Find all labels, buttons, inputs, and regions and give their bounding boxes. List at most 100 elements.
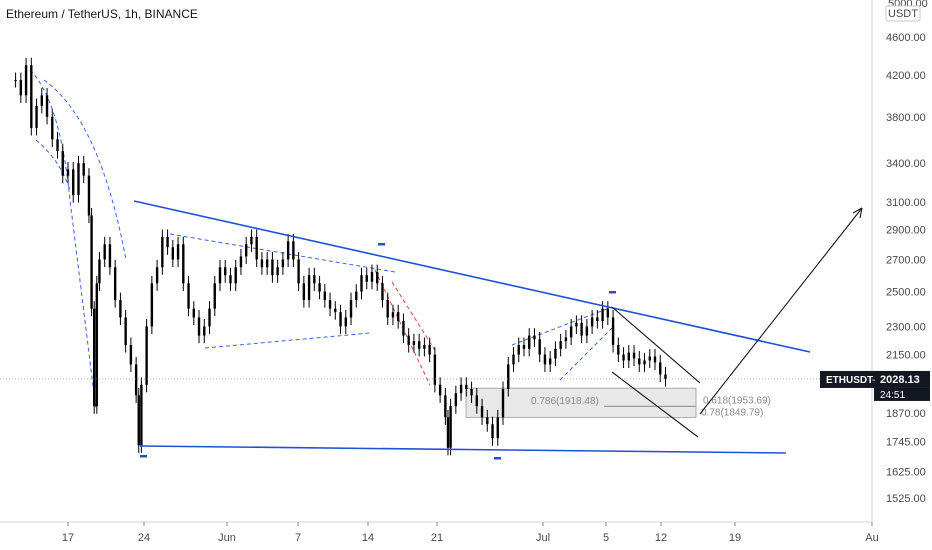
price-tick-label: 5000.00 xyxy=(888,0,928,10)
dashed-curve-left xyxy=(29,69,97,411)
candle-body xyxy=(402,321,405,336)
candle-body xyxy=(328,300,332,309)
candle-body xyxy=(596,317,599,322)
candle-body xyxy=(51,116,54,140)
candle-body xyxy=(40,95,43,106)
currency-badge xyxy=(885,5,921,22)
candle-body xyxy=(87,175,91,216)
candle-body xyxy=(302,283,306,301)
candle-body xyxy=(564,337,568,342)
candle-body xyxy=(323,291,327,301)
fib-label: 0.78(1849.79) xyxy=(701,407,763,418)
candle-body xyxy=(381,283,384,301)
candle-body xyxy=(271,259,274,276)
last-price-badge xyxy=(820,370,930,388)
candle-body xyxy=(260,259,264,268)
candle-body xyxy=(208,308,211,327)
candle-body xyxy=(444,395,447,418)
price-tick-label: 4600.00 xyxy=(886,32,926,44)
candle-body xyxy=(632,352,636,359)
candle-body xyxy=(344,317,347,327)
candle-body xyxy=(391,312,395,318)
price-tick-label: 3400.00 xyxy=(886,158,926,170)
price-tick-label: 1625.00 xyxy=(886,466,926,478)
dashed-line-lower xyxy=(204,332,371,349)
candle-body xyxy=(297,259,300,284)
fib-label: 0.618(1953.69) xyxy=(703,396,771,407)
candle-body xyxy=(155,267,159,284)
candle-body xyxy=(349,300,353,318)
candle-body xyxy=(134,364,138,396)
candle-body xyxy=(119,300,122,318)
candle-body xyxy=(606,308,610,318)
candle-body xyxy=(491,424,494,439)
projection-arrowhead xyxy=(852,207,863,219)
candle-body xyxy=(171,247,175,260)
countdown-label: 24:51 xyxy=(880,390,905,401)
candle-body xyxy=(95,283,99,407)
support-trendline xyxy=(139,445,787,454)
fib-zone-box xyxy=(465,387,697,418)
time-tick-label: 7 xyxy=(295,532,301,544)
price-tick-label: 1525.00 xyxy=(886,493,926,505)
time-tick-label: Jul xyxy=(536,532,550,544)
candle-body xyxy=(187,283,190,309)
time-tick-label: 12 xyxy=(655,532,667,544)
candle-body xyxy=(528,335,531,349)
fib-label: 0.786(1918.48) xyxy=(531,396,599,407)
candle-body xyxy=(234,267,237,284)
candle-body xyxy=(150,283,154,327)
currency-badge-label: USDT xyxy=(888,8,918,20)
candle-body xyxy=(548,358,552,365)
price-tick-label: 2150.00 xyxy=(886,350,926,362)
time-scale[interactable]: 17 24 Jun 7 14 21 Jul 5 12 19 Au xyxy=(0,521,932,550)
marker-tick xyxy=(378,243,385,246)
candle-body xyxy=(543,354,547,365)
marker-tick xyxy=(609,291,616,294)
candle-body xyxy=(554,348,557,359)
candle-body xyxy=(417,341,421,349)
candle-body xyxy=(601,308,604,322)
candle-body xyxy=(559,341,562,349)
candle-body xyxy=(14,79,17,81)
candle-body xyxy=(145,326,148,385)
candle-body xyxy=(307,275,311,301)
time-tick-label: 19 xyxy=(729,532,741,544)
candle-body xyxy=(470,388,473,396)
candle-body xyxy=(475,395,479,407)
candle-body xyxy=(512,354,515,365)
candle-body xyxy=(24,65,28,96)
candle-body xyxy=(465,384,468,389)
candle-body xyxy=(281,259,285,268)
candle-body xyxy=(93,308,96,407)
candle-body xyxy=(585,326,589,336)
candle-body xyxy=(276,267,279,276)
candle-body xyxy=(496,417,499,439)
candle-body xyxy=(480,406,484,418)
candle-body xyxy=(103,244,106,260)
candle-body xyxy=(286,241,290,260)
candle-body xyxy=(522,344,526,349)
candle-body xyxy=(611,317,615,345)
candle-body xyxy=(538,339,541,355)
marker-tick xyxy=(494,457,501,460)
candle-body xyxy=(407,335,410,345)
candle-body xyxy=(412,341,416,345)
candle-body xyxy=(137,395,140,446)
candle-body xyxy=(370,272,374,282)
candle-body xyxy=(617,344,620,355)
candle-body xyxy=(360,275,363,292)
dashed-curve-right xyxy=(43,79,127,261)
candle-body xyxy=(203,326,206,336)
time-tick-label: 5 xyxy=(603,532,609,544)
candle-body xyxy=(664,374,667,379)
candle-body xyxy=(35,105,38,128)
candle-body xyxy=(533,335,536,340)
wedge-line-upper xyxy=(611,306,701,384)
price-tick-label: 2900.00 xyxy=(886,225,926,237)
price-tick-label: 3100.00 xyxy=(886,197,926,209)
candle-body xyxy=(622,354,625,361)
candle-body xyxy=(140,384,143,446)
